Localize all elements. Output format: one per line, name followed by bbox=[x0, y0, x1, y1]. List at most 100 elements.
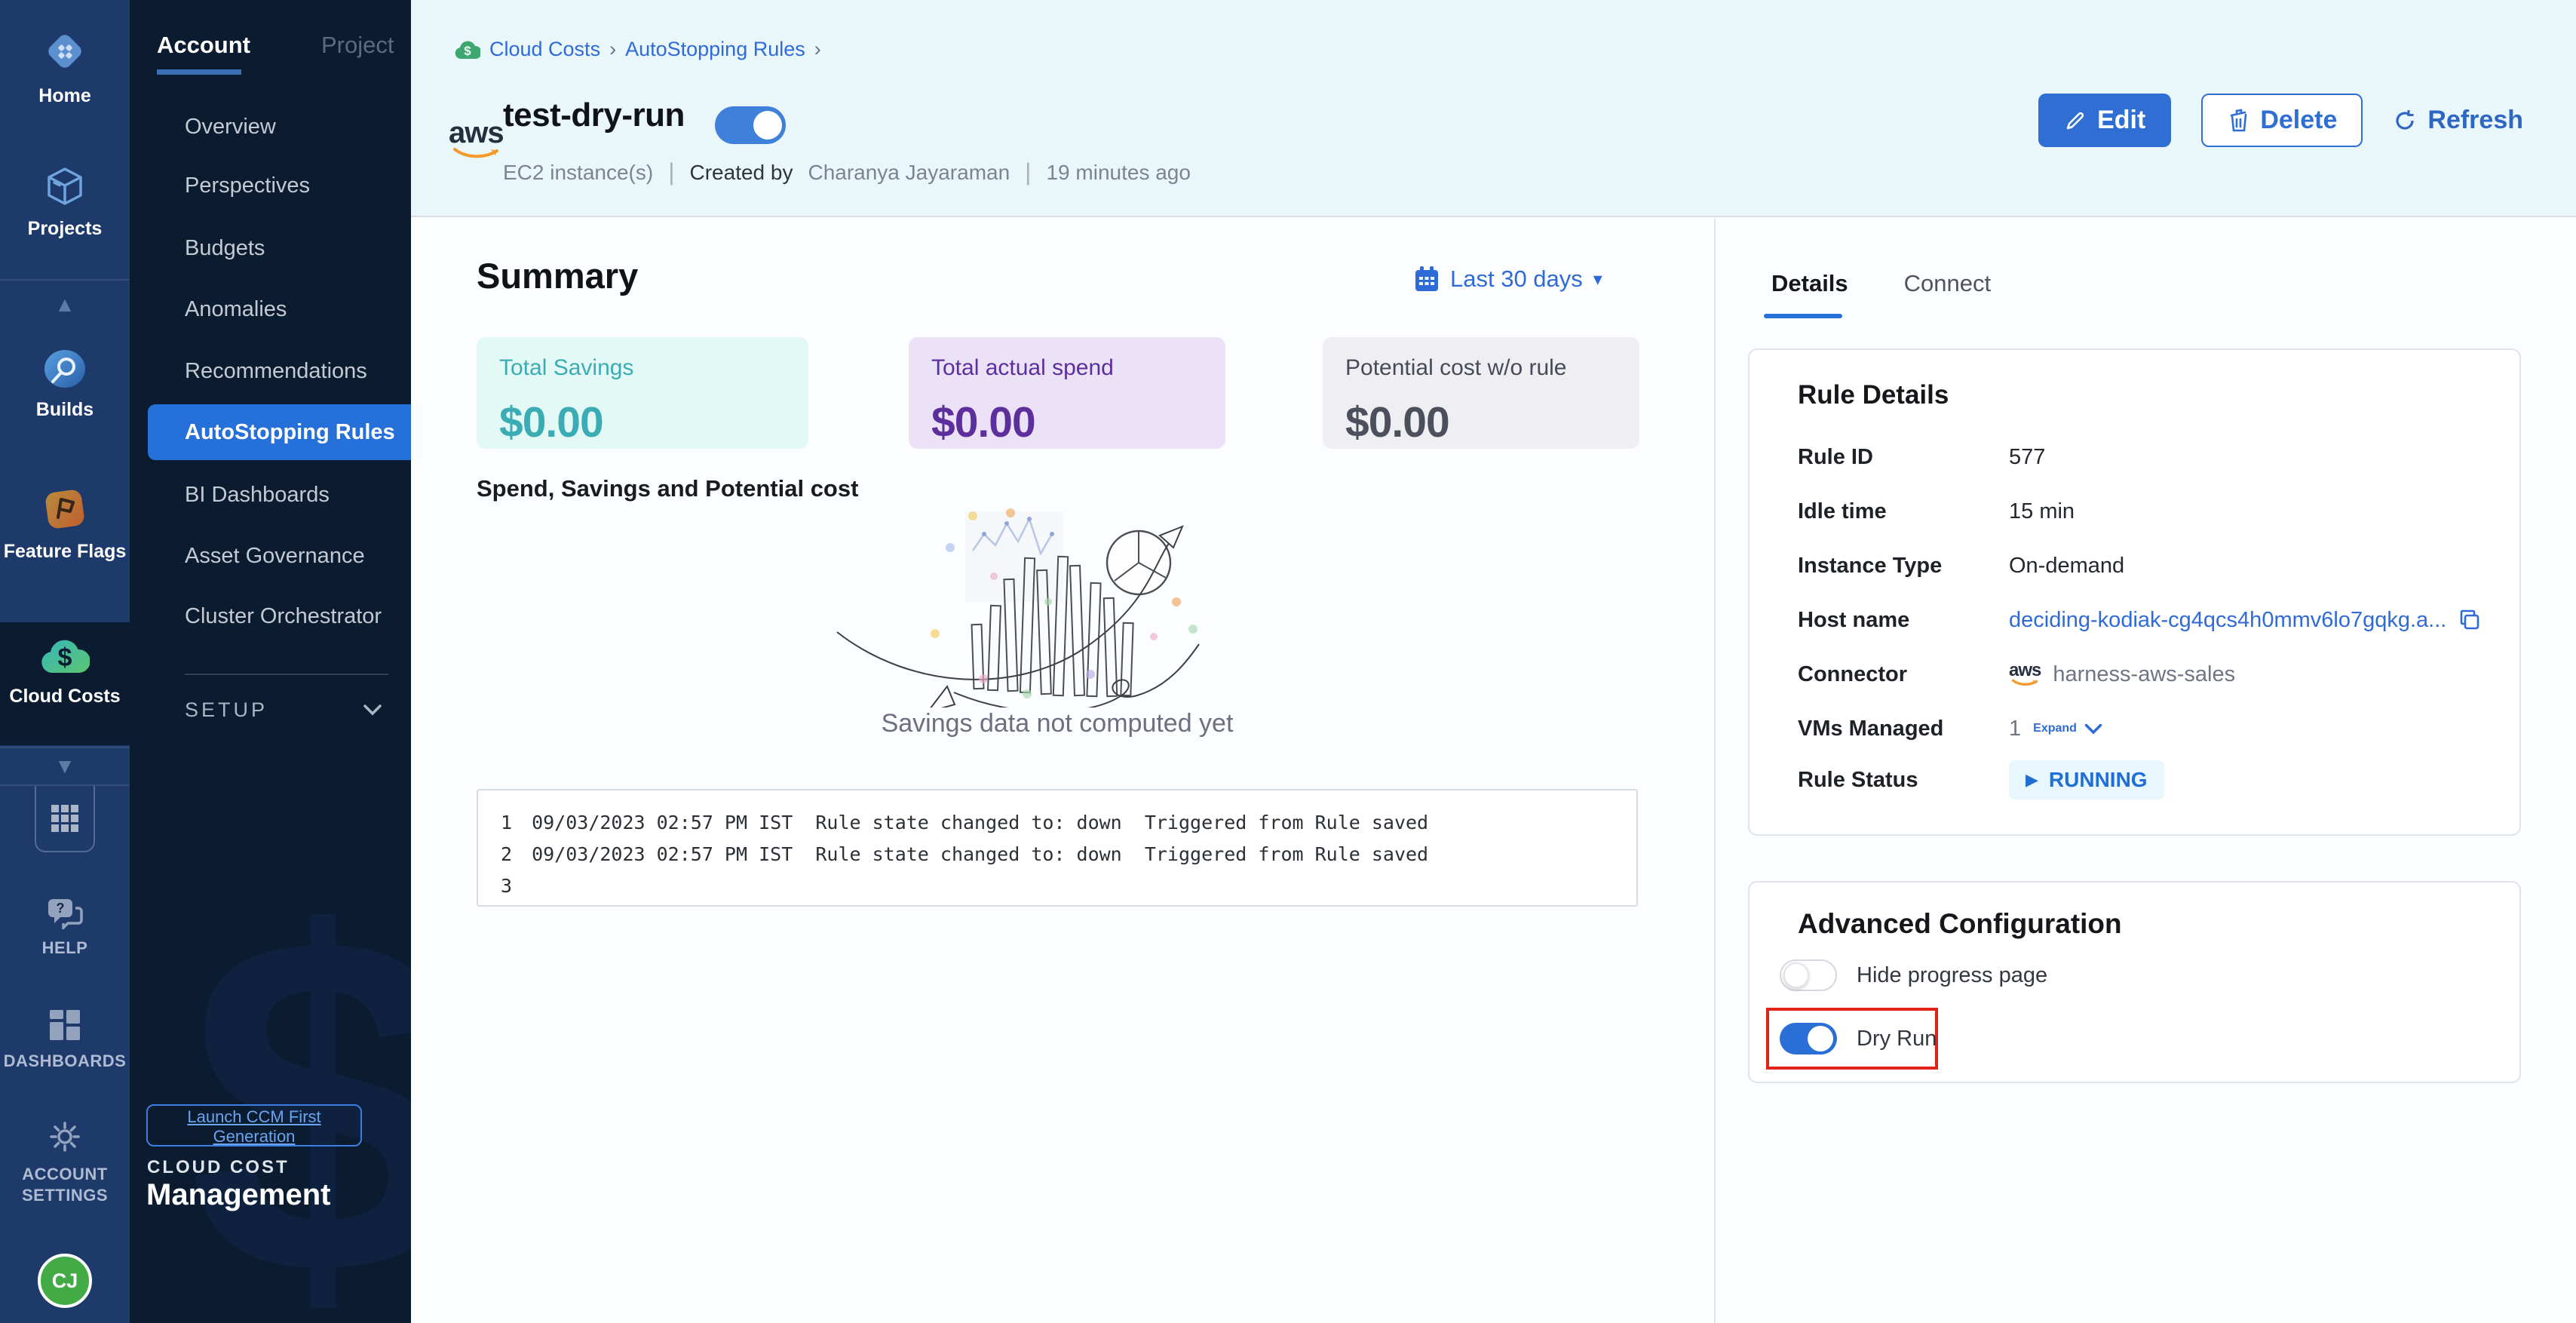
edit-label: Edit bbox=[2097, 106, 2146, 134]
builds-icon bbox=[42, 348, 87, 389]
rail-label-projects: Projects bbox=[27, 218, 103, 239]
sidebar-item-cloud-costs[interactable]: $ Cloud Costs bbox=[0, 638, 130, 708]
row-label: Rule Status bbox=[1798, 767, 1918, 792]
date-range-picker[interactable]: Last 30 days ▾ bbox=[1414, 266, 1602, 293]
row-label: Rule ID bbox=[1798, 444, 1873, 469]
panel-divider bbox=[1714, 219, 1716, 1323]
log-line-number: 2 bbox=[501, 843, 513, 865]
card-value: $0.00 bbox=[499, 398, 604, 447]
rule-id-row: Rule ID 577 bbox=[1798, 440, 2489, 474]
details-panel: Details Connect Rule Details Rule ID 577… bbox=[1716, 219, 2576, 1323]
rule-activity-log: 1 09/03/2023 02:57 PM IST Rule state cha… bbox=[477, 789, 1638, 907]
sidebar-item-home[interactable]: Home bbox=[0, 27, 130, 107]
rail-scroll-down-icon[interactable]: ▼ bbox=[54, 754, 75, 778]
sidebar-item-projects[interactable]: Projects bbox=[0, 164, 130, 240]
rail-label-feature-flags: Feature Flags bbox=[3, 541, 127, 562]
brand-cloud-cost: CLOUD COST bbox=[147, 1157, 290, 1177]
scope-tabs: Account Project bbox=[157, 32, 394, 59]
rail-label-home: Home bbox=[38, 85, 91, 106]
sidebar-item-feature-flags[interactable]: Feature Flags bbox=[0, 487, 130, 563]
hide-progress-label: Hide progress page bbox=[1857, 962, 2048, 987]
rule-enabled-toggle[interactable] bbox=[715, 106, 786, 144]
sidebar-item-cluster-orchestrator[interactable]: Cluster Orchestrator bbox=[185, 603, 382, 628]
log-line: 3 bbox=[501, 870, 1614, 902]
launch-ccm-first-gen-button[interactable]: Launch CCM First Generation bbox=[146, 1104, 362, 1146]
rail-scroll-up-icon[interactable]: ▲ bbox=[54, 293, 75, 316]
tab-account[interactable]: Account bbox=[157, 32, 250, 58]
projects-cube-icon bbox=[43, 164, 87, 208]
pencil-icon bbox=[2064, 109, 2087, 132]
connector-row: Connector aws harness-aws-sales bbox=[1798, 658, 2489, 691]
dry-run-toggle[interactable] bbox=[1780, 1023, 1837, 1054]
breadcrumb-autostopping-rules[interactable]: AutoStopping Rules bbox=[625, 38, 805, 60]
log-line-number: 1 bbox=[501, 812, 513, 833]
refresh-button[interactable]: Refresh bbox=[2393, 95, 2523, 146]
status-badge: ▶ RUNNING bbox=[2009, 760, 2164, 800]
sidebar-item-budgets[interactable]: Budgets bbox=[185, 235, 265, 260]
expand-vms-link[interactable]: Expand bbox=[2033, 722, 2102, 735]
sidebar-item-bi-dashboards[interactable]: BI Dashboards bbox=[185, 482, 330, 507]
summary-section: Summary Last 30 days ▾ Total Savings $0.… bbox=[411, 219, 1714, 1323]
created-age: 19 minutes ago bbox=[1046, 160, 1191, 184]
sidebar-item-account-settings[interactable]: ACCOUNT SETTINGS bbox=[0, 1118, 130, 1206]
header-actions: Edit Delete Refresh bbox=[2038, 94, 2523, 147]
sidebar-item-autostopping-rules[interactable]: AutoStopping Rules bbox=[148, 404, 411, 460]
total-savings-card: Total Savings $0.00 bbox=[477, 337, 808, 449]
aws-word: aws bbox=[449, 116, 504, 149]
calendar-icon bbox=[1414, 266, 1440, 293]
help-chat-icon: ? bbox=[45, 896, 84, 929]
dry-run-label: Dry Run bbox=[1857, 1026, 1937, 1051]
tab-connect[interactable]: Connect bbox=[1903, 270, 1992, 296]
sidebar-item-asset-governance[interactable]: Asset Governance bbox=[185, 543, 365, 568]
row-label: VMs Managed bbox=[1798, 716, 1944, 741]
sidebar-item-perspectives[interactable]: Perspectives bbox=[185, 173, 311, 198]
idle-time-row: Idle time 15 min bbox=[1798, 495, 2489, 528]
row-value: 577 bbox=[2009, 444, 2046, 469]
row-label: Host name bbox=[1798, 607, 1910, 632]
tab-details[interactable]: Details bbox=[1771, 270, 1848, 296]
toggle-knob bbox=[753, 111, 782, 140]
dry-run-toggle-row: Dry Run bbox=[1780, 1023, 1937, 1054]
hide-progress-toggle[interactable] bbox=[1780, 959, 1837, 991]
sidebar-item-builds[interactable]: Builds bbox=[0, 348, 130, 421]
cloud-costs-breadcrumb-icon: $ bbox=[455, 39, 480, 60]
edit-button[interactable]: Edit bbox=[2038, 94, 2172, 147]
nav-divider bbox=[185, 674, 388, 675]
vms-managed-row: VMs Managed 1 Expand bbox=[1798, 712, 2489, 745]
page-header: $ Cloud Costs › AutoStopping Rules › aws… bbox=[411, 0, 2576, 217]
row-label: Connector bbox=[1798, 662, 1907, 686]
empty-chart-illustration bbox=[822, 504, 1305, 708]
setup-section-toggle[interactable]: SETUP bbox=[185, 691, 382, 729]
svg-text:$: $ bbox=[464, 44, 471, 58]
feature-flags-icon bbox=[43, 487, 87, 531]
rule-details-card: Rule Details Rule ID 577 Idle time 15 mi… bbox=[1748, 348, 2521, 836]
breadcrumb-cloud-costs[interactable]: Cloud Costs bbox=[489, 38, 601, 60]
created-by-label: Created by bbox=[689, 160, 793, 184]
refresh-icon bbox=[2393, 109, 2417, 133]
instance-type-row: Instance Type On-demand bbox=[1798, 549, 2489, 582]
copy-icon[interactable] bbox=[2458, 609, 2481, 631]
delete-button[interactable]: Delete bbox=[2201, 94, 2363, 147]
sidebar-item-recommendations[interactable]: Recommendations bbox=[185, 358, 367, 383]
dry-run-highlight-annotation bbox=[1766, 1008, 1938, 1070]
cloud-costs-sidebar: $ Account Project Overview Perspectives … bbox=[130, 0, 411, 1323]
brand-management: Management bbox=[146, 1178, 331, 1211]
sidebar-item-anomalies[interactable]: Anomalies bbox=[185, 296, 287, 321]
summary-heading: Summary bbox=[477, 256, 639, 296]
tab-project[interactable]: Project bbox=[321, 32, 394, 58]
sidebar-item-overview[interactable]: Overview bbox=[185, 114, 276, 139]
row-value: On-demand bbox=[2009, 553, 2125, 578]
card-label: Potential cost w/o rule bbox=[1345, 355, 1567, 380]
svg-text:$: $ bbox=[58, 643, 72, 672]
rail-separator bbox=[0, 747, 130, 748]
user-avatar[interactable]: CJ bbox=[38, 1254, 92, 1308]
gear-icon bbox=[46, 1118, 84, 1156]
rail-separator bbox=[0, 784, 130, 786]
advanced-configuration-card: Advanced Configuration Hide progress pag… bbox=[1748, 881, 2521, 1083]
sidebar-item-dashboards[interactable]: DASHBOARDS bbox=[0, 1008, 130, 1071]
host-name-link[interactable]: deciding-kodiak-cg4qcs4h0mmv6lo7gqkg.a..… bbox=[2009, 607, 2447, 632]
log-line: 1 09/03/2023 02:57 PM IST Rule state cha… bbox=[501, 807, 1614, 839]
module-grid-button[interactable] bbox=[35, 786, 95, 852]
row-value: 15 min bbox=[2009, 499, 2075, 523]
sidebar-item-help[interactable]: ? HELP bbox=[0, 896, 130, 958]
